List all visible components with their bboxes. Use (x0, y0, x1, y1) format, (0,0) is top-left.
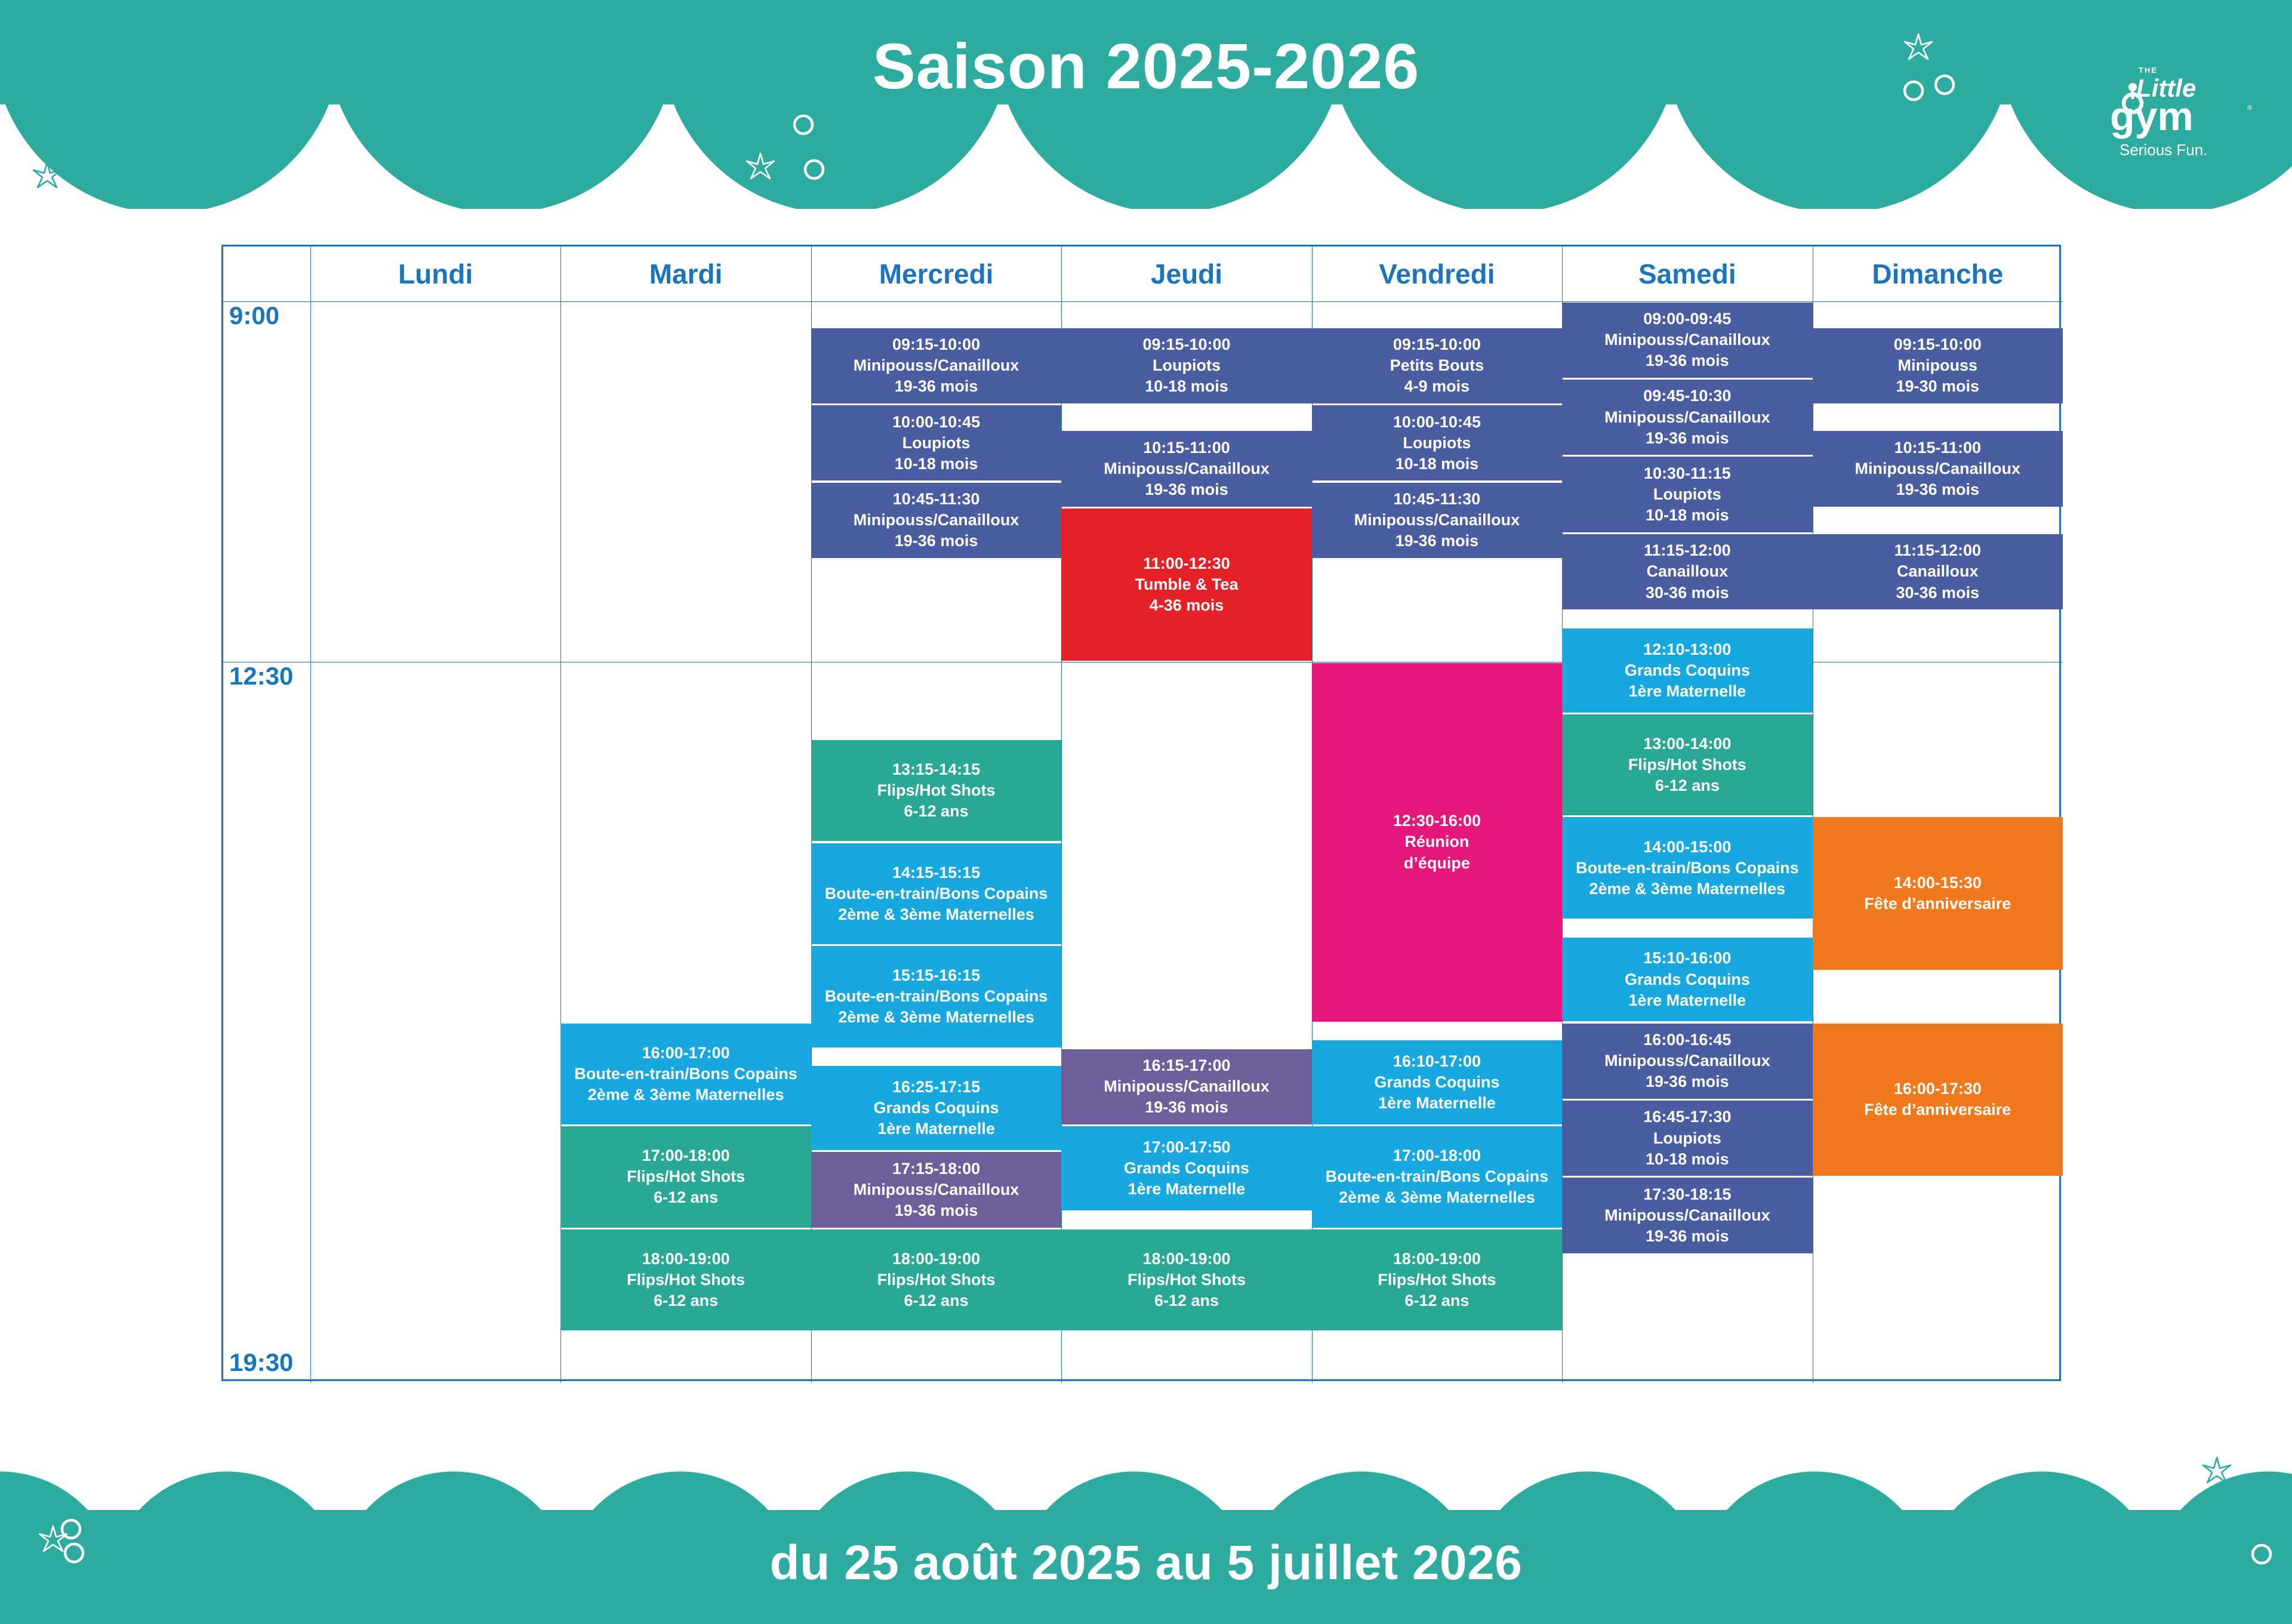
svg-text:®: ® (2247, 104, 2252, 112)
svg-text:Serious Fun.: Serious Fun. (2120, 141, 2207, 159)
svg-text:THE: THE (2139, 66, 2158, 75)
